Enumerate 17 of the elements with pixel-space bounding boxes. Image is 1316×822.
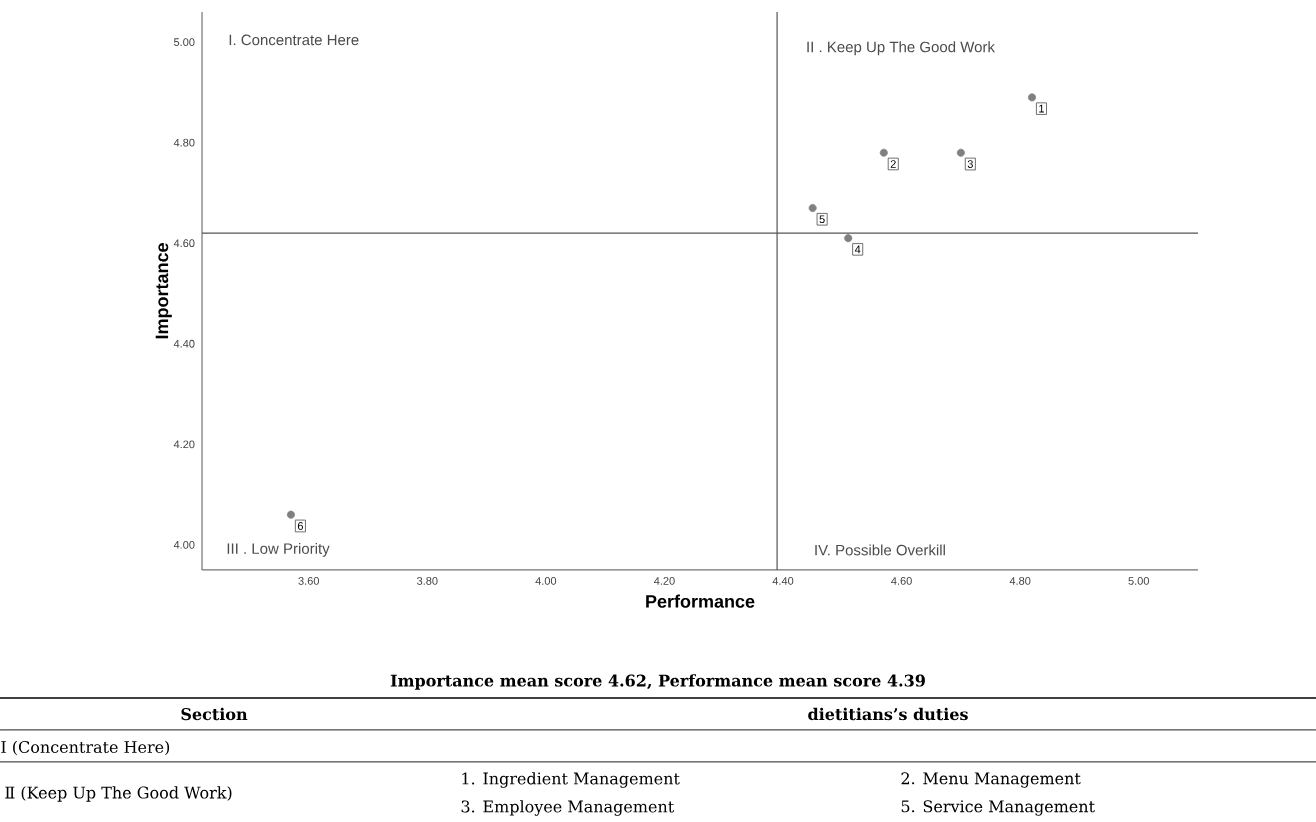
text: Section [181, 707, 248, 721]
point [808, 204, 817, 213]
text: 3. Employee Management [461, 800, 675, 816]
point [844, 234, 853, 243]
point [879, 148, 888, 157]
point [286, 510, 295, 519]
x-axis-title: Performance [646, 594, 755, 608]
text: 2. Menu Management [901, 772, 1081, 788]
text: Ⅱ (Keep Up The Good Work) [5, 786, 232, 802]
point [956, 148, 965, 157]
text: Ⅰ (Concentrate Here) [1, 740, 170, 756]
text: 1. Ingredient Management [462, 772, 680, 788]
y-axis-title: Importance [155, 243, 172, 339]
text: dietitians’s duties [808, 707, 968, 721]
text: Importance mean score 4.62, Performance mean score 4.39 [390, 674, 925, 690]
point [1028, 93, 1037, 102]
text: 5. Service Management [901, 800, 1095, 816]
